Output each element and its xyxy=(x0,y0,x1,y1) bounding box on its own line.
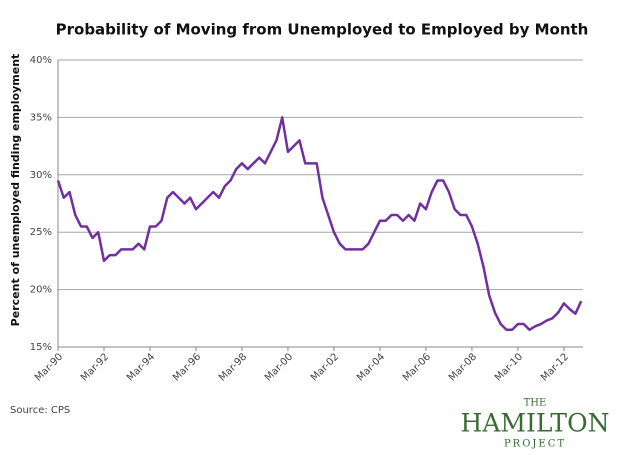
x-tick-label: Mar-00 xyxy=(263,351,295,383)
x-tick-label: Mar-06 xyxy=(401,351,433,383)
y-tick-label: 25% xyxy=(30,227,52,238)
x-tick-label: Mar-94 xyxy=(125,351,157,383)
x-tick-label: Mar-10 xyxy=(493,351,525,383)
logo: THE HAMILTON PROJECT xyxy=(461,398,610,450)
y-tick-label: 15% xyxy=(30,342,52,353)
x-tick-label: Mar-08 xyxy=(447,351,479,383)
logo-bottom: PROJECT xyxy=(504,439,566,450)
logo-main: HAMILTON xyxy=(461,409,610,438)
logo-top: THE xyxy=(524,398,547,409)
x-tick-label: Mar-12 xyxy=(539,351,571,383)
source: Source: CPS xyxy=(10,405,70,416)
x-tick-label: Mar-92 xyxy=(79,351,111,383)
x-tick-label: Mar-96 xyxy=(171,351,203,383)
x-tick-label: Mar-90 xyxy=(33,351,65,383)
chart-title: Probability of Moving from Unemployed to… xyxy=(56,21,589,39)
y-axis-label: Percent of unemployed finding employment xyxy=(9,54,22,327)
x-tick-label: Mar-02 xyxy=(309,351,341,383)
data-line xyxy=(56,116,583,332)
x-tick-label: Mar-98 xyxy=(217,351,249,383)
y-tick-label: 30% xyxy=(30,170,52,181)
y-tick-label: 20% xyxy=(30,285,52,296)
y-tick-label: 40% xyxy=(30,55,52,66)
y-tick-label: 35% xyxy=(30,112,52,123)
x-tick-label: Mar-04 xyxy=(355,351,387,383)
